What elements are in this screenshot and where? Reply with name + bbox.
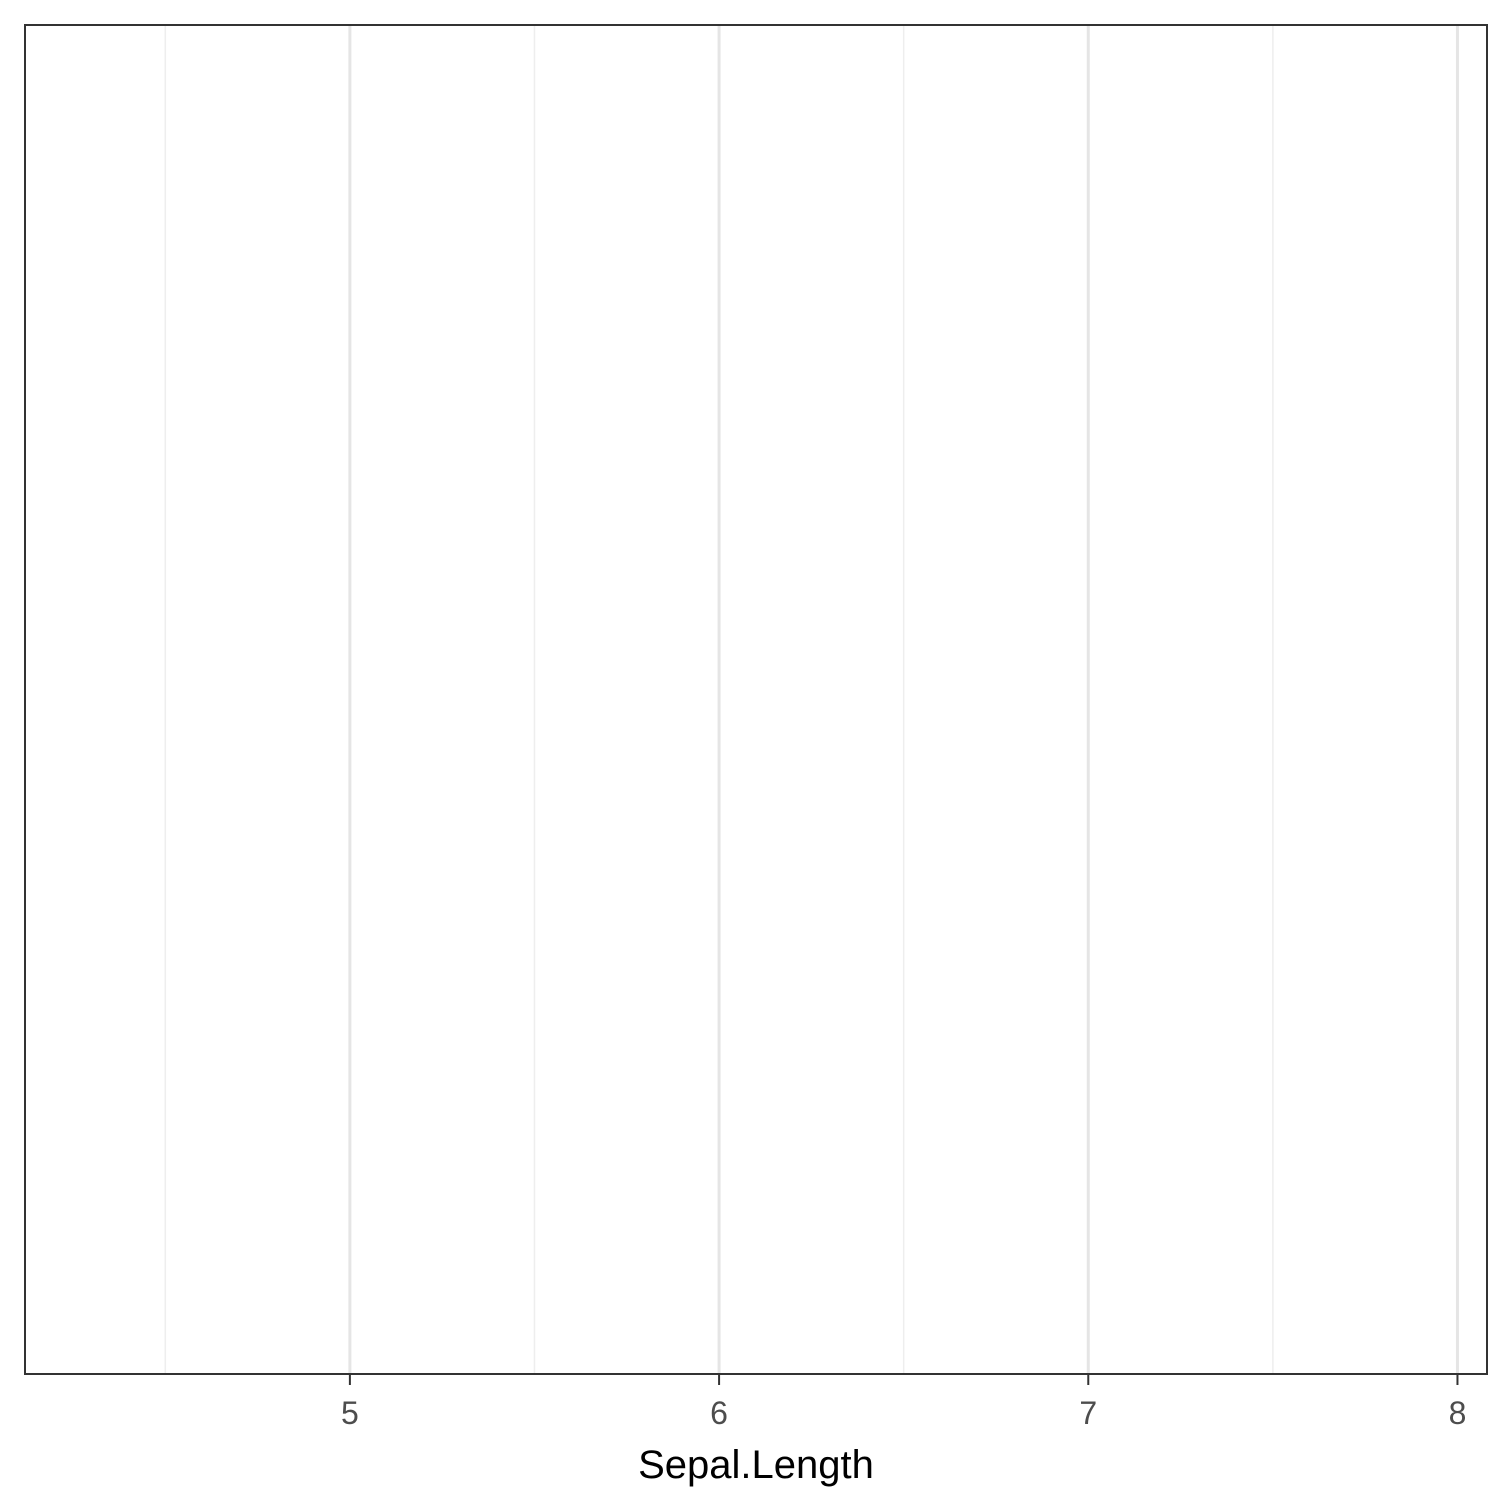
x-axis-ticks [348, 1374, 1459, 1385]
x-axis-tick-labels: 5 6 7 8 [341, 1395, 1466, 1431]
x-tick-label-6: 6 [710, 1395, 728, 1431]
x-tick-label-7: 7 [1079, 1395, 1097, 1431]
panel-border [24, 24, 1488, 1375]
x-tick-label-5: 5 [341, 1395, 359, 1431]
x-tick-label-8: 8 [1449, 1395, 1467, 1431]
x-axis-title: Sepal.Length [638, 1443, 874, 1487]
major-gridlines [348, 25, 1459, 1374]
panel-background [25, 25, 1487, 1374]
minor-gridlines [164, 25, 1274, 1374]
